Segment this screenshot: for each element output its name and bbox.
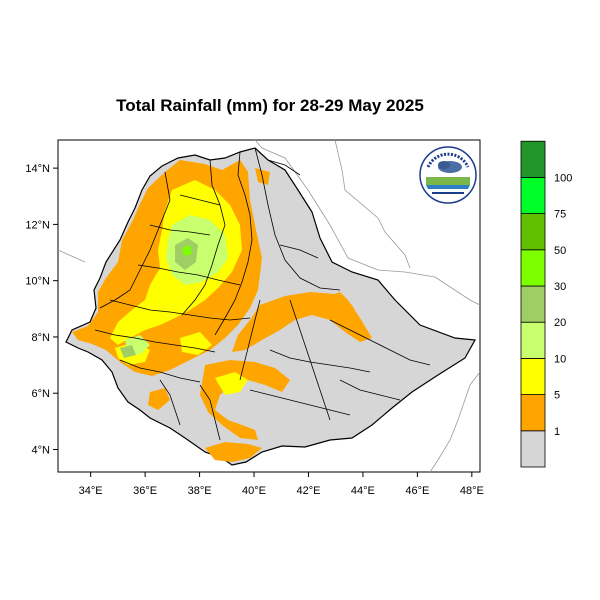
legend-label: 50 [554,245,566,257]
chart-title: Total Rainfall (mm) for 28-29 May 2025 [116,96,424,115]
legend-swatch [520,430,546,468]
legend-swatch [520,357,546,395]
legend-swatch [520,213,546,251]
x-tick-label: 34°E [79,485,103,497]
x-axis-ticks [90,472,473,477]
x-tick-label: 42°E [296,485,320,497]
x-tick-label: 38°E [188,485,212,497]
legend-swatch [520,249,546,287]
y-tick-label: 4°N [32,444,51,456]
region-boundaries [94,147,431,441]
y-tick-label: 14°N [25,163,50,175]
legend-label: 5 [554,390,560,402]
legend-swatch [520,140,546,178]
neighbor-boundaries [57,139,481,473]
y-tick-label: 10°N [25,276,50,288]
legend-label: 100 [554,172,572,184]
x-tick-label: 40°E [242,485,266,497]
y-tick-label: 6°N [32,388,51,400]
legend-swatch [520,321,546,359]
legend-label: 20 [554,317,566,329]
legend-swatch [520,394,546,432]
institute-logo [419,146,477,204]
rainfall-30-50mm [182,245,192,256]
legend-label: 10 [554,353,566,365]
legend-swatch [520,176,546,214]
color-legend: 1 5 10 20 30 50 75 100 [520,140,572,468]
legend-swatch [520,285,546,323]
legend-label: 30 [554,281,566,293]
y-tick-label: 12°N [25,219,50,231]
legend-label: 75 [554,209,566,221]
x-tick-label: 46°E [405,485,429,497]
y-tick-label: 8°N [32,332,51,344]
x-tick-label: 48°E [460,485,484,497]
legend-label: 1 [554,426,560,438]
x-tick-label: 36°E [133,485,157,497]
y-axis-ticks [53,167,58,450]
x-tick-label: 44°E [351,485,375,497]
x-axis-labels: 34°E 36°E 38°E 40°E 42°E 44°E 46°E 48°E [79,485,484,497]
y-axis-labels: 4°N 6°N 8°N 10°N 12°N 14°N [25,163,50,456]
